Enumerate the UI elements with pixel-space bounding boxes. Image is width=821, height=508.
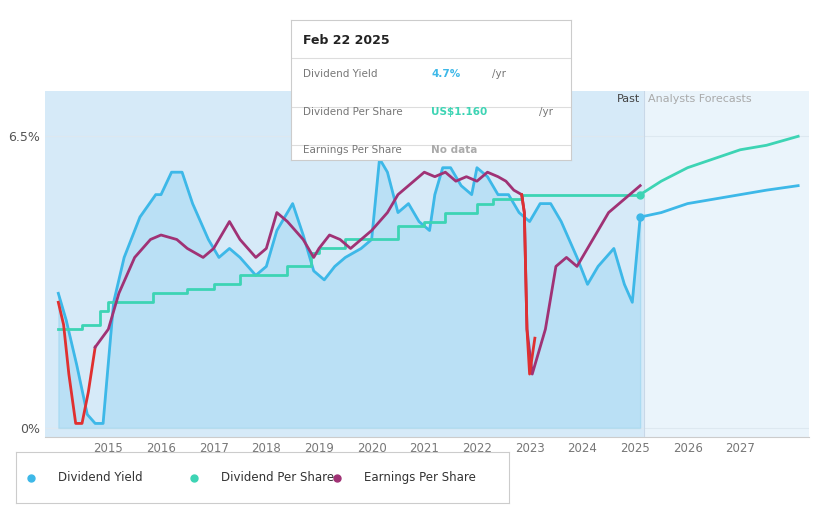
Text: Feb 22 2025: Feb 22 2025 [303, 34, 389, 47]
Text: Dividend Per Share: Dividend Per Share [303, 107, 402, 117]
Text: Dividend Per Share: Dividend Per Share [221, 471, 334, 484]
Text: /yr: /yr [492, 69, 506, 79]
Text: No data: No data [431, 145, 477, 154]
Bar [45, 91, 644, 437]
Text: Earnings Per Share: Earnings Per Share [303, 145, 401, 154]
Text: Analysts Forecasts: Analysts Forecasts [648, 94, 751, 104]
Bar [644, 91, 809, 437]
Text: 4.7%: 4.7% [431, 69, 461, 79]
Text: Past: Past [617, 94, 640, 104]
Text: US$1.160: US$1.160 [431, 107, 488, 117]
Text: Earnings Per Share: Earnings Per Share [364, 471, 475, 484]
Text: Dividend Yield: Dividend Yield [303, 69, 377, 79]
Text: Dividend Yield: Dividend Yield [58, 471, 143, 484]
Text: /yr: /yr [539, 107, 553, 117]
